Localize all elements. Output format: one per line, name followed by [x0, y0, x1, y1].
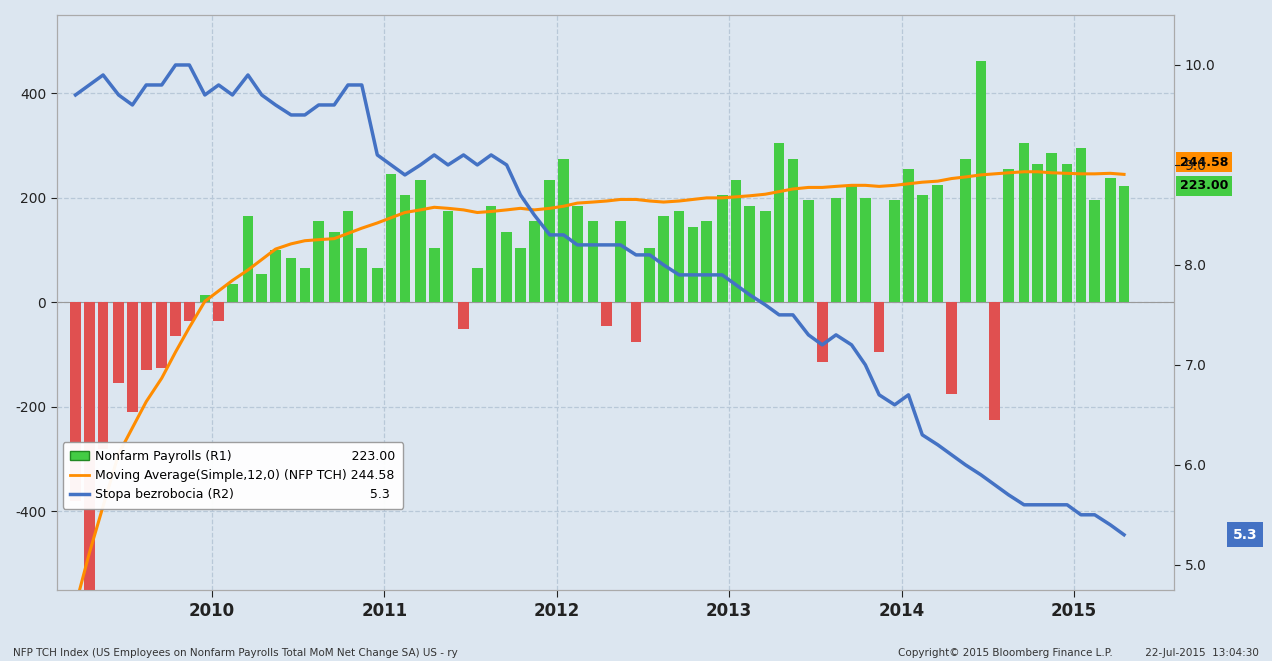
Bar	[960, 159, 971, 302]
Text: 244.58: 244.58	[1179, 155, 1227, 169]
Bar	[688, 227, 698, 302]
Bar	[817, 302, 828, 362]
Bar	[1089, 200, 1100, 302]
Bar	[70, 302, 81, 501]
Bar	[674, 211, 684, 302]
Bar	[917, 195, 927, 302]
Text: Copyright© 2015 Bloomberg Finance L.P.          22-Jul-2015  13:04:30: Copyright© 2015 Bloomberg Finance L.P. 2…	[898, 648, 1259, 658]
Bar	[1019, 143, 1029, 302]
Bar	[399, 195, 411, 302]
Bar	[243, 216, 253, 302]
Bar	[903, 169, 913, 302]
Bar	[990, 302, 1000, 420]
Bar	[472, 268, 482, 302]
Bar	[787, 159, 799, 302]
Bar	[385, 175, 397, 302]
Legend: Nonfarm Payrolls (R1)                              223.00, Moving Average(Simple: Nonfarm Payrolls (R1) 223.00, Moving Ave…	[62, 442, 403, 509]
Bar	[803, 200, 814, 302]
Bar	[200, 295, 210, 302]
Bar	[1076, 148, 1086, 302]
Bar	[170, 302, 181, 336]
Bar	[1047, 153, 1057, 302]
Bar	[1062, 164, 1072, 302]
Bar	[299, 268, 310, 302]
Bar	[286, 258, 296, 302]
Bar	[84, 302, 94, 661]
Text: 5.3: 5.3	[1233, 527, 1257, 542]
Bar	[329, 232, 340, 302]
Bar	[257, 274, 267, 302]
Text: NFP TCH Index (US Employees on Nonfarm Payrolls Total MoM Net Change SA) US - ry: NFP TCH Index (US Employees on Nonfarm P…	[13, 648, 458, 658]
Bar	[156, 302, 167, 368]
Bar	[429, 247, 440, 302]
Bar	[529, 221, 539, 302]
Bar	[932, 185, 943, 302]
Bar	[1118, 186, 1130, 302]
Bar	[572, 206, 583, 302]
Bar	[544, 180, 555, 302]
Bar	[98, 302, 108, 449]
Bar	[1004, 169, 1014, 302]
Bar	[270, 250, 281, 302]
Bar	[184, 302, 195, 321]
Bar	[759, 211, 771, 302]
Text: 223.00: 223.00	[1179, 179, 1227, 192]
Bar	[228, 284, 238, 302]
Bar	[730, 180, 742, 302]
Bar	[773, 143, 785, 302]
Bar	[1105, 178, 1116, 302]
Bar	[415, 180, 426, 302]
Bar	[1033, 164, 1043, 302]
Bar	[889, 200, 901, 302]
Bar	[874, 302, 884, 352]
Bar	[113, 302, 123, 383]
Bar	[631, 302, 641, 342]
Bar	[127, 302, 137, 412]
Bar	[846, 185, 857, 302]
Bar	[602, 302, 612, 326]
Bar	[458, 302, 469, 329]
Bar	[717, 195, 728, 302]
Bar	[616, 221, 626, 302]
Bar	[342, 211, 354, 302]
Bar	[313, 221, 324, 302]
Bar	[501, 232, 513, 302]
Bar	[831, 198, 841, 302]
Bar	[356, 247, 368, 302]
Bar	[645, 247, 655, 302]
Bar	[946, 302, 957, 394]
Bar	[860, 198, 871, 302]
Bar	[744, 206, 756, 302]
Bar	[141, 302, 151, 370]
Bar	[515, 247, 525, 302]
Bar	[588, 221, 598, 302]
Bar	[701, 221, 712, 302]
Bar	[658, 216, 669, 302]
Bar	[371, 268, 383, 302]
Bar	[443, 211, 453, 302]
Bar	[976, 61, 986, 302]
Bar	[486, 206, 496, 302]
Bar	[214, 302, 224, 321]
Bar	[558, 159, 569, 302]
